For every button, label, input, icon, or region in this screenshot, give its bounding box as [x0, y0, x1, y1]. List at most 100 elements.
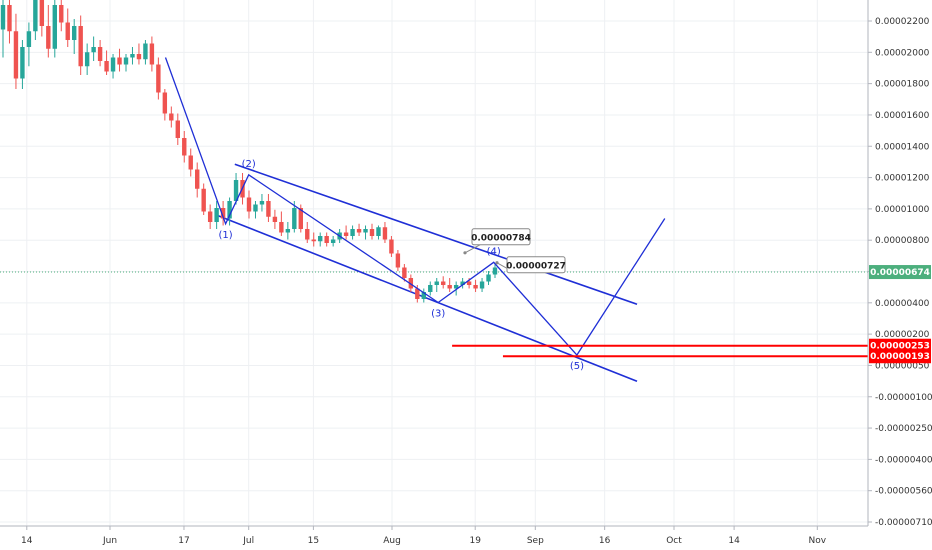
- candle: [376, 225, 381, 240]
- price-callout[interactable]: 0.00000727: [495, 256, 566, 274]
- support-lines: [452, 344, 868, 358]
- candle: [143, 40, 148, 65]
- y-tick-label: -0.00000400: [875, 455, 932, 465]
- price-tag-label: 0.00000674: [870, 268, 930, 278]
- y-tick-label: 0.00002000: [875, 48, 930, 58]
- candle: [7, 0, 12, 44]
- price-callout[interactable]: 0.00000784: [463, 228, 531, 255]
- wave-label: (5): [570, 361, 584, 372]
- candle: [149, 36, 155, 72]
- candle: [201, 183, 206, 215]
- x-tick-label: 14: [21, 536, 33, 546]
- wave-path: [164, 57, 666, 357]
- candle: [356, 223, 362, 236]
- candle: [311, 232, 316, 247]
- candle: [402, 264, 407, 282]
- y-tick-label: 0.00000050: [875, 361, 930, 371]
- y-tick-label: 0.00000400: [875, 299, 930, 309]
- candle: [421, 288, 426, 303]
- chart-grid: [0, 0, 868, 526]
- candle: [408, 274, 414, 292]
- candle: [369, 223, 375, 240]
- candle: [441, 276, 446, 289]
- candle: [91, 36, 96, 61]
- wave-label: (1): [218, 230, 232, 241]
- candle: [162, 89, 168, 121]
- candle: [324, 232, 329, 247]
- candle: [395, 250, 401, 271]
- candle: [104, 50, 109, 75]
- x-tick-label: Aug: [383, 536, 401, 546]
- wave-labels: (1) (2) (3) (4) (5): [218, 159, 584, 372]
- wave-label: (3): [431, 309, 445, 320]
- candle: [253, 201, 258, 219]
- y-tick-label: 0.00000800: [875, 236, 930, 246]
- y-tick-label: -0.00000560: [875, 487, 932, 497]
- candle: [259, 194, 265, 212]
- candle: [110, 54, 116, 79]
- candle: [233, 173, 239, 205]
- candle: [26, 22, 32, 67]
- candle: [382, 222, 388, 243]
- candle: [330, 236, 336, 247]
- candle: [182, 131, 187, 163]
- wave-label: (4): [487, 246, 501, 257]
- candle: [20, 40, 25, 89]
- time-axis[interactable]: 14 Jun 17 Jul 15 Aug 19 Sep 16 Oct 14 Nov: [21, 526, 827, 546]
- elliott-wave-line: [164, 57, 666, 357]
- callout-label: 0.00000784: [471, 233, 531, 243]
- price-tag-support: 0.00000193: [869, 349, 931, 364]
- candle: [175, 113, 180, 145]
- candle: [84, 43, 90, 75]
- y-tick-label: 0.00001200: [875, 174, 930, 184]
- candle: [13, 13, 19, 89]
- candle: [272, 209, 278, 229]
- price-axis[interactable]: 0.00002200 0.00002000 0.00001800 0.00001600…: [868, 17, 932, 528]
- y-tick-label: 0.00000200: [875, 330, 930, 340]
- candle: [195, 162, 200, 198]
- candle: [72, 19, 77, 54]
- candle: [97, 40, 103, 67]
- candle: [123, 54, 129, 72]
- candle: [136, 43, 142, 65]
- candle: [453, 281, 459, 296]
- candle: [318, 232, 323, 247]
- candle: [117, 48, 122, 72]
- candle: [473, 279, 478, 292]
- x-tick-label: 16: [599, 536, 611, 546]
- price-axis-background: [868, 0, 932, 526]
- candle: [428, 281, 433, 296]
- candles: [0, 0, 498, 303]
- candle: [33, 0, 38, 40]
- candle: [156, 57, 161, 100]
- candle: [78, 15, 83, 75]
- y-tick-label: 0.00002200: [875, 17, 930, 27]
- candle: [285, 222, 291, 240]
- y-tick-label: 0.00001800: [875, 80, 930, 90]
- candle: [266, 194, 271, 222]
- candle: [214, 201, 219, 229]
- candle: [486, 271, 491, 285]
- y-tick-label: -0.00000100: [875, 393, 932, 403]
- candle: [207, 204, 213, 229]
- y-tick-label: 0.00001400: [875, 142, 930, 152]
- candle: [479, 278, 485, 292]
- candle: [52, 0, 57, 58]
- x-tick-label: Jul: [242, 536, 254, 546]
- y-tick-label: 0.00001000: [875, 205, 930, 215]
- candle: [65, 8, 70, 47]
- x-tick-label: 17: [178, 536, 189, 546]
- candle: [434, 278, 439, 292]
- candle: [305, 222, 310, 243]
- x-tick-label: 19: [469, 536, 481, 546]
- candle: [389, 236, 394, 257]
- candle: [59, 0, 64, 32]
- candle: [350, 225, 355, 240]
- candle: [130, 47, 135, 65]
- x-tick-label: Oct: [666, 536, 682, 546]
- price-tag-label: 0.00000253: [870, 342, 930, 352]
- callout-label: 0.00000727: [506, 261, 566, 271]
- candle: [0, 0, 6, 58]
- price-tag-label: 0.00000193: [870, 352, 930, 362]
